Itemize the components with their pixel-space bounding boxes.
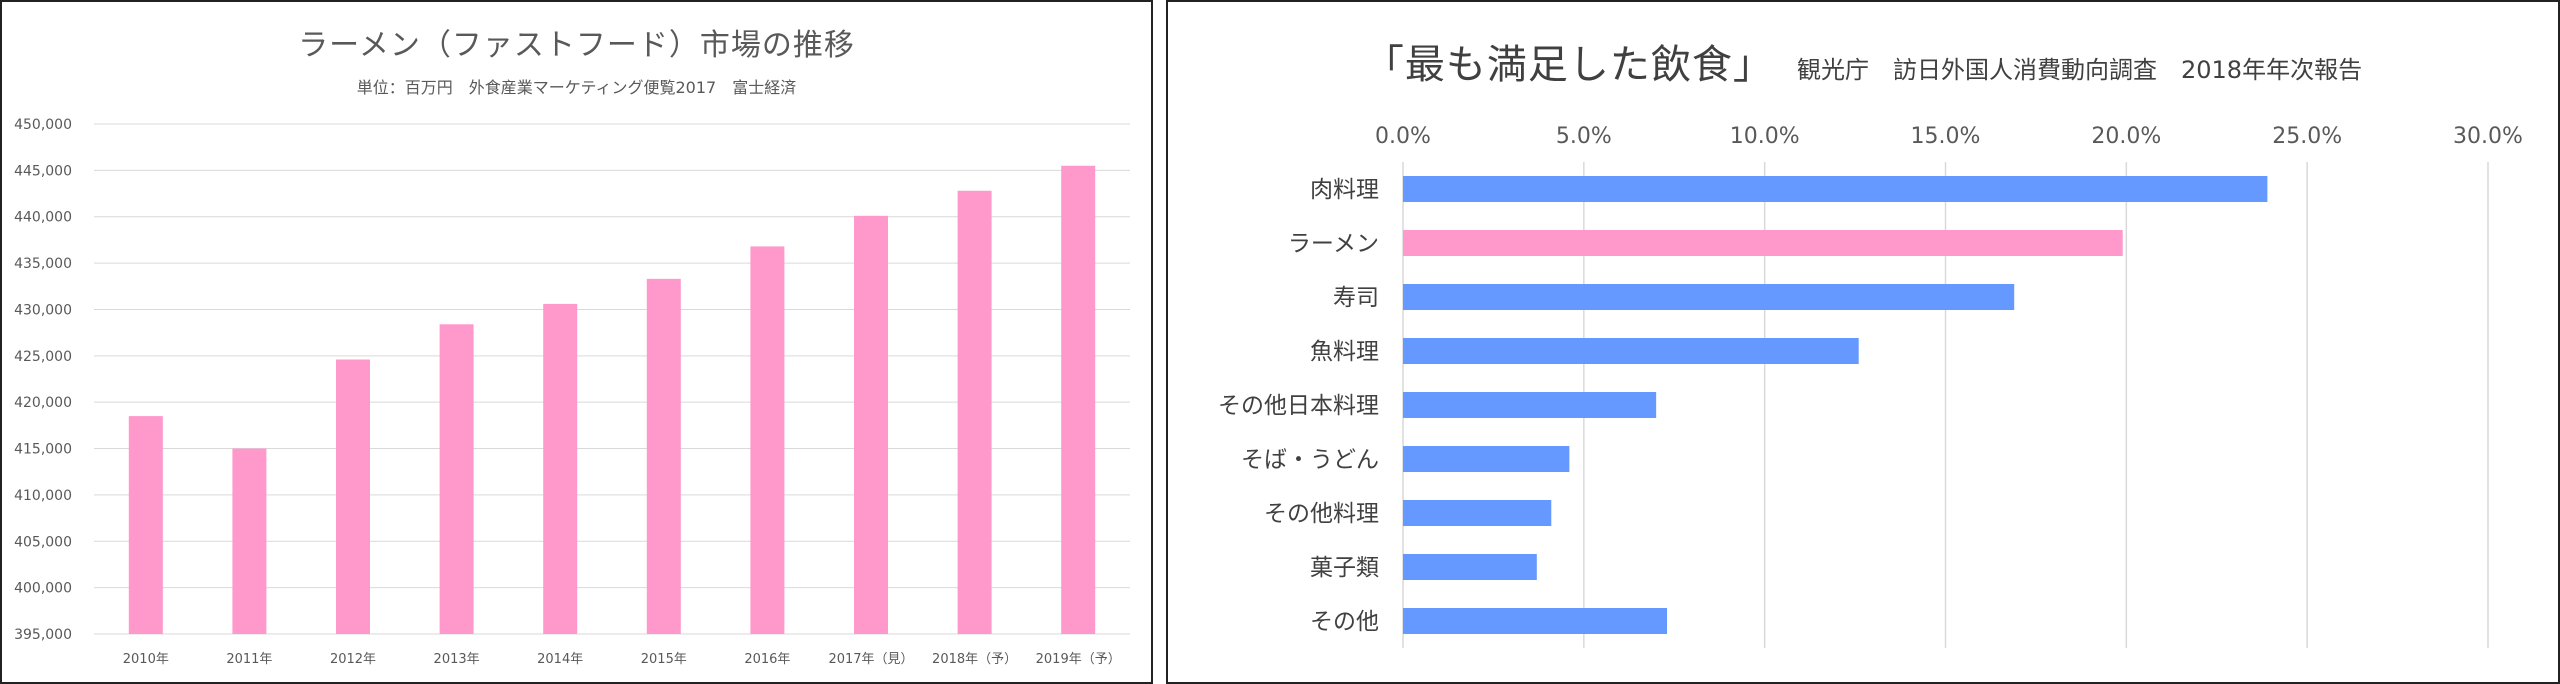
bar (957, 190, 992, 634)
y-tick-label: 410,000 (14, 488, 72, 504)
bar (232, 448, 267, 634)
bar (1061, 165, 1096, 634)
category-label: 寿司 (1333, 285, 1379, 311)
food-satisfaction-bar-chart: 0.0% 5.0% 10.0% 15.0% 20.0% 25.0% 30.0% 肉料理ラーメン… (1218, 124, 2523, 648)
bar (1403, 446, 1570, 472)
x-tick-label: 20.0% (2091, 124, 2161, 149)
chart-title: ラーメン（ファストフード）市場の推移 (298, 28, 855, 63)
y-tick-label: 435,000 (14, 256, 72, 272)
chart-title: 「最も満足した飲食」 (1363, 42, 1774, 88)
x-tick-label: 2012年 (330, 652, 376, 667)
x-tick-label: 2011年 (226, 652, 272, 667)
y-tick-label: 430,000 (14, 302, 72, 318)
x-tick-label: 2016年 (744, 652, 790, 667)
bar (750, 246, 785, 634)
category-label: 菓子類 (1310, 555, 1379, 581)
x-tick-label: 2018年（予） (932, 652, 1017, 667)
category-label: そば・うどん (1241, 447, 1379, 473)
y-tick-label: 415,000 (14, 442, 72, 458)
y-tick-label: 450,000 (14, 117, 72, 133)
category-label: 魚料理 (1310, 339, 1379, 365)
y-tick-label: 405,000 (14, 534, 72, 550)
bar (1403, 230, 2123, 256)
bar (1403, 608, 1668, 634)
satisfaction-chart-panel: 「最も満足した飲食」 観光庁 訪日外国人消費動向調査 2018年年次報告 0.0… (1166, 0, 2560, 684)
x-tick-label: 2013年 (434, 652, 480, 667)
ramen-market-chart-panel: ラーメン（ファストフード）市場の推移 単位：百万円 外食産業マーケティング便覧2… (0, 0, 1153, 684)
x-tick-label: 30.0% (2453, 124, 2523, 149)
bar (439, 324, 474, 634)
x-tick-label: 0.0% (1375, 124, 1431, 149)
bar (1403, 392, 1657, 418)
y-tick-label: 395,000 (14, 627, 72, 643)
chart-heading: 「最も満足した飲食」 観光庁 訪日外国人消費動向調査 2018年年次報告 (1168, 32, 2558, 90)
bar (1403, 554, 1537, 580)
bar (1403, 338, 1859, 364)
ramen-market-bar-chart: 395,000 400,000 405,000 410,000 415,000 420,0… (14, 117, 1130, 667)
category-label: その他日本料理 (1218, 393, 1379, 419)
bar (1403, 176, 2268, 202)
x-tick-label: 5.0% (1556, 124, 1612, 149)
y-tick-label: 445,000 (14, 163, 72, 179)
x-tick-label: 2010年 (123, 652, 169, 667)
x-tick-label: 10.0% (1730, 124, 1800, 149)
x-tick-label: 25.0% (2272, 124, 2342, 149)
y-tick-label: 440,000 (14, 210, 72, 226)
bar (1403, 284, 2015, 310)
chart-subtitle: 観光庁 訪日外国人消費動向調査 2018年年次報告 (1797, 56, 2363, 84)
bar (646, 278, 681, 634)
x-tick-label: 2015年 (641, 652, 687, 667)
category-label: その他 (1310, 609, 1379, 635)
x-tick-label: 2014年 (537, 652, 583, 667)
category-label: その他料理 (1264, 501, 1379, 527)
chart-subtitle: 単位：百万円 外食産業マーケティング便覧2017 富士経済 (356, 78, 797, 97)
bar (543, 303, 578, 634)
category-label: 肉料理 (1310, 177, 1379, 203)
bar (128, 416, 163, 634)
x-tick-label: 15.0% (1911, 124, 1981, 149)
x-tick-label: 2017年（見） (828, 652, 913, 667)
bar (854, 215, 888, 635)
y-tick-label: 420,000 (14, 395, 72, 411)
y-tick-label: 400,000 (14, 581, 72, 597)
y-tick-label: 425,000 (14, 349, 72, 365)
category-label: ラーメン (1288, 231, 1379, 257)
bar (336, 359, 370, 634)
bar (1403, 500, 1552, 526)
x-tick-label: 2019年（予） (1036, 652, 1121, 667)
